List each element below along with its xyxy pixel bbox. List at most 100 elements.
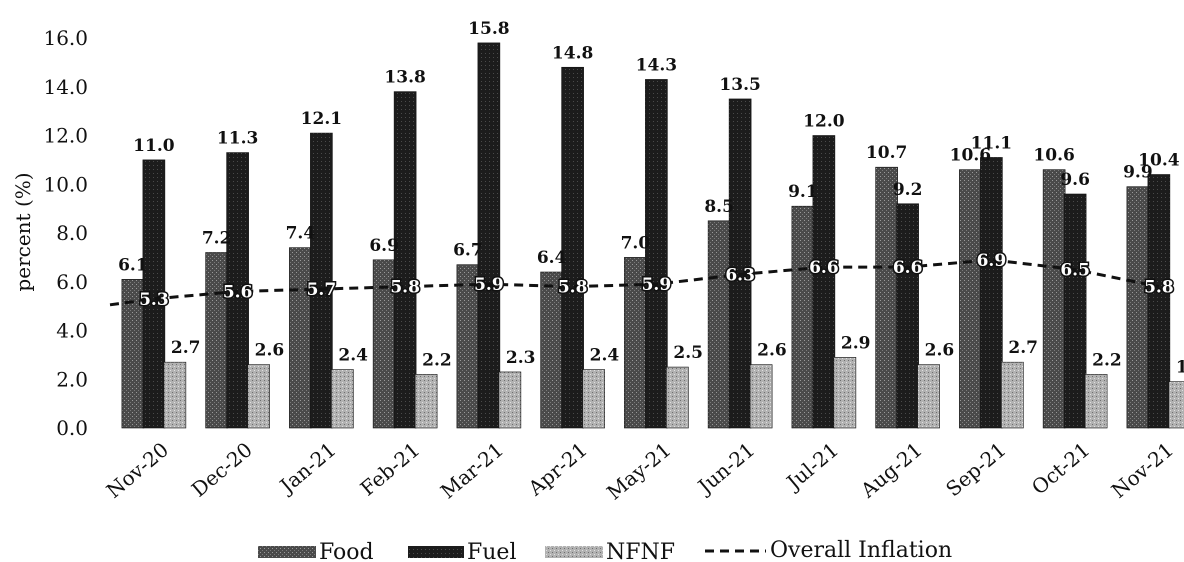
bar-nfnf bbox=[247, 364, 270, 429]
data-label-food: 6.9 bbox=[369, 236, 399, 256]
x-tick-label: Nov-20 bbox=[102, 437, 173, 502]
bar-nfnf bbox=[666, 366, 689, 429]
x-tick-label: Dec-20 bbox=[187, 437, 257, 501]
bar-fuel bbox=[645, 79, 668, 429]
x-tick-label: Sep-21 bbox=[941, 437, 1010, 501]
data-label-food: 9.9 bbox=[1123, 163, 1153, 183]
y-tick-label: 0.0 bbox=[56, 416, 88, 440]
data-label-fuel: 12.0 bbox=[803, 112, 845, 132]
data-label-nfnf: 2.6 bbox=[757, 341, 787, 361]
y-tick-label: 16.0 bbox=[43, 26, 88, 50]
bar-food bbox=[791, 205, 815, 429]
bar-nfnf bbox=[582, 369, 605, 429]
y-tick-label: 10.0 bbox=[43, 172, 88, 196]
data-label-overall: 5.3 bbox=[139, 290, 169, 310]
data-label-nfnf: 2.2 bbox=[422, 350, 452, 370]
x-tick-label: Feb-21 bbox=[356, 437, 425, 500]
data-label-fuel: 14.8 bbox=[552, 43, 593, 63]
bar-food bbox=[875, 166, 898, 429]
data-label-overall: 5.7 bbox=[307, 280, 337, 300]
x-tick-label: Oct-21 bbox=[1027, 437, 1094, 499]
data-label-nfnf: 2.7 bbox=[1008, 338, 1038, 358]
data-label-fuel: 13.5 bbox=[719, 75, 760, 95]
bar-fuel bbox=[728, 98, 752, 429]
bar-fuel bbox=[812, 135, 836, 429]
data-label-overall: 5.8 bbox=[390, 278, 420, 298]
bar-fuel bbox=[980, 157, 1003, 429]
data-label-nfnf: 2.6 bbox=[925, 341, 955, 361]
data-label-nfnf: 2.2 bbox=[1092, 350, 1122, 370]
x-tick-label: May-21 bbox=[602, 437, 676, 504]
y-axis-title: percent (%) bbox=[11, 172, 35, 291]
data-label-fuel: 12.1 bbox=[301, 109, 342, 129]
data-label-food: 6.1 bbox=[118, 255, 148, 275]
data-label-food: 7.2 bbox=[202, 229, 232, 249]
data-labels: 6.1 7.2 7.4 6.9 6.7 6.4 7.0 8.5 9.1 10.7 10.6 10.6 9… bbox=[118, 19, 1184, 378]
bar-nfnf bbox=[1001, 361, 1024, 429]
bars bbox=[121, 42, 1184, 429]
data-label-food: 6.4 bbox=[537, 248, 567, 268]
legend: Food Fuel NFNF Overall Inflation bbox=[258, 538, 952, 562]
data-label-nfnf: 2.4 bbox=[590, 346, 620, 366]
bar-fuel bbox=[310, 132, 333, 429]
data-label-overall: 5.8 bbox=[558, 278, 588, 298]
x-tick-label: Jun-21 bbox=[692, 437, 760, 499]
data-label-food: 7.0 bbox=[621, 233, 651, 253]
bar-food bbox=[1042, 169, 1066, 429]
data-label-nfnf: 2.5 bbox=[673, 343, 703, 363]
overall-inflation-line bbox=[109, 258, 1160, 307]
bar-food bbox=[707, 220, 731, 429]
bar-fuel bbox=[1063, 193, 1087, 429]
data-label-food: 8.5 bbox=[704, 197, 734, 217]
bar-food bbox=[959, 169, 982, 429]
data-label-fuel: 11.1 bbox=[971, 133, 1012, 153]
legend-label-nfnf: NFNF bbox=[606, 540, 675, 562]
data-label-overall: 6.5 bbox=[1060, 261, 1090, 281]
bar-fuel bbox=[896, 203, 919, 429]
data-label-fuel: 9.2 bbox=[893, 180, 923, 200]
data-label-fuel: 13.8 bbox=[384, 68, 425, 88]
bar-fuel bbox=[393, 91, 417, 429]
data-label-nfnf: 2.7 bbox=[171, 338, 201, 358]
data-label-fuel: 14.3 bbox=[636, 55, 677, 75]
overall-inflation-line-group bbox=[109, 258, 1160, 307]
x-tick-label: Aug-21 bbox=[855, 437, 927, 503]
data-label-nfnf: 2.9 bbox=[841, 333, 871, 353]
bar-fuel bbox=[142, 159, 166, 429]
bar-food bbox=[289, 247, 312, 429]
legend-swatch-fuel bbox=[408, 546, 464, 558]
bar-nfnf bbox=[498, 371, 522, 429]
x-tick-label: Jul-21 bbox=[781, 437, 844, 495]
data-label-fuel: 15.8 bbox=[468, 19, 509, 39]
bar-fuel bbox=[1147, 174, 1171, 429]
bar-fuel bbox=[477, 42, 501, 429]
data-label-overall: 6.6 bbox=[809, 258, 839, 278]
data-label-overall: 5.8 bbox=[1144, 278, 1174, 298]
data-label-food: 10.6 bbox=[950, 146, 991, 166]
y-tick-label: 6.0 bbox=[56, 270, 88, 294]
bar-nfnf bbox=[833, 357, 857, 429]
x-axis-ticks: Nov-20 Dec-20 Jan-21 Feb-21 Mar-21 Apr-21 May-… bbox=[102, 437, 1178, 504]
x-tick-label: Mar-21 bbox=[436, 437, 508, 503]
bar-nfnf bbox=[163, 361, 187, 429]
y-tick-label: 2.0 bbox=[56, 367, 88, 391]
x-tick-label: Nov-21 bbox=[1107, 437, 1178, 502]
y-axis-ticks: 0.0 2.0 4.0 6.0 8.0 10.0 12.0 14.0 16.0 bbox=[43, 26, 88, 440]
y-tick-label: 14.0 bbox=[43, 75, 88, 99]
y-tick-label: 12.0 bbox=[43, 124, 88, 148]
data-label-overall: 6.3 bbox=[725, 265, 755, 285]
data-label-nfnf: 2.4 bbox=[338, 346, 368, 366]
data-label-food: 9.1 bbox=[788, 182, 818, 202]
legend-swatch-food bbox=[258, 546, 316, 558]
data-label-overall: 5.9 bbox=[642, 275, 672, 295]
bar-food bbox=[1126, 186, 1150, 429]
data-label-overall: 5.9 bbox=[474, 275, 504, 295]
data-label-food: 7.4 bbox=[286, 224, 316, 244]
data-label-overall: 5.6 bbox=[223, 283, 253, 303]
y-tick-label: 4.0 bbox=[56, 319, 88, 343]
y-tick-label: 8.0 bbox=[56, 221, 88, 245]
x-tick-label: Jan-21 bbox=[274, 437, 341, 498]
data-label-nfnf: 2.3 bbox=[506, 348, 536, 368]
legend-label-overall: Overall Inflation bbox=[770, 538, 952, 562]
data-label-fuel: 9.6 bbox=[1060, 170, 1090, 190]
